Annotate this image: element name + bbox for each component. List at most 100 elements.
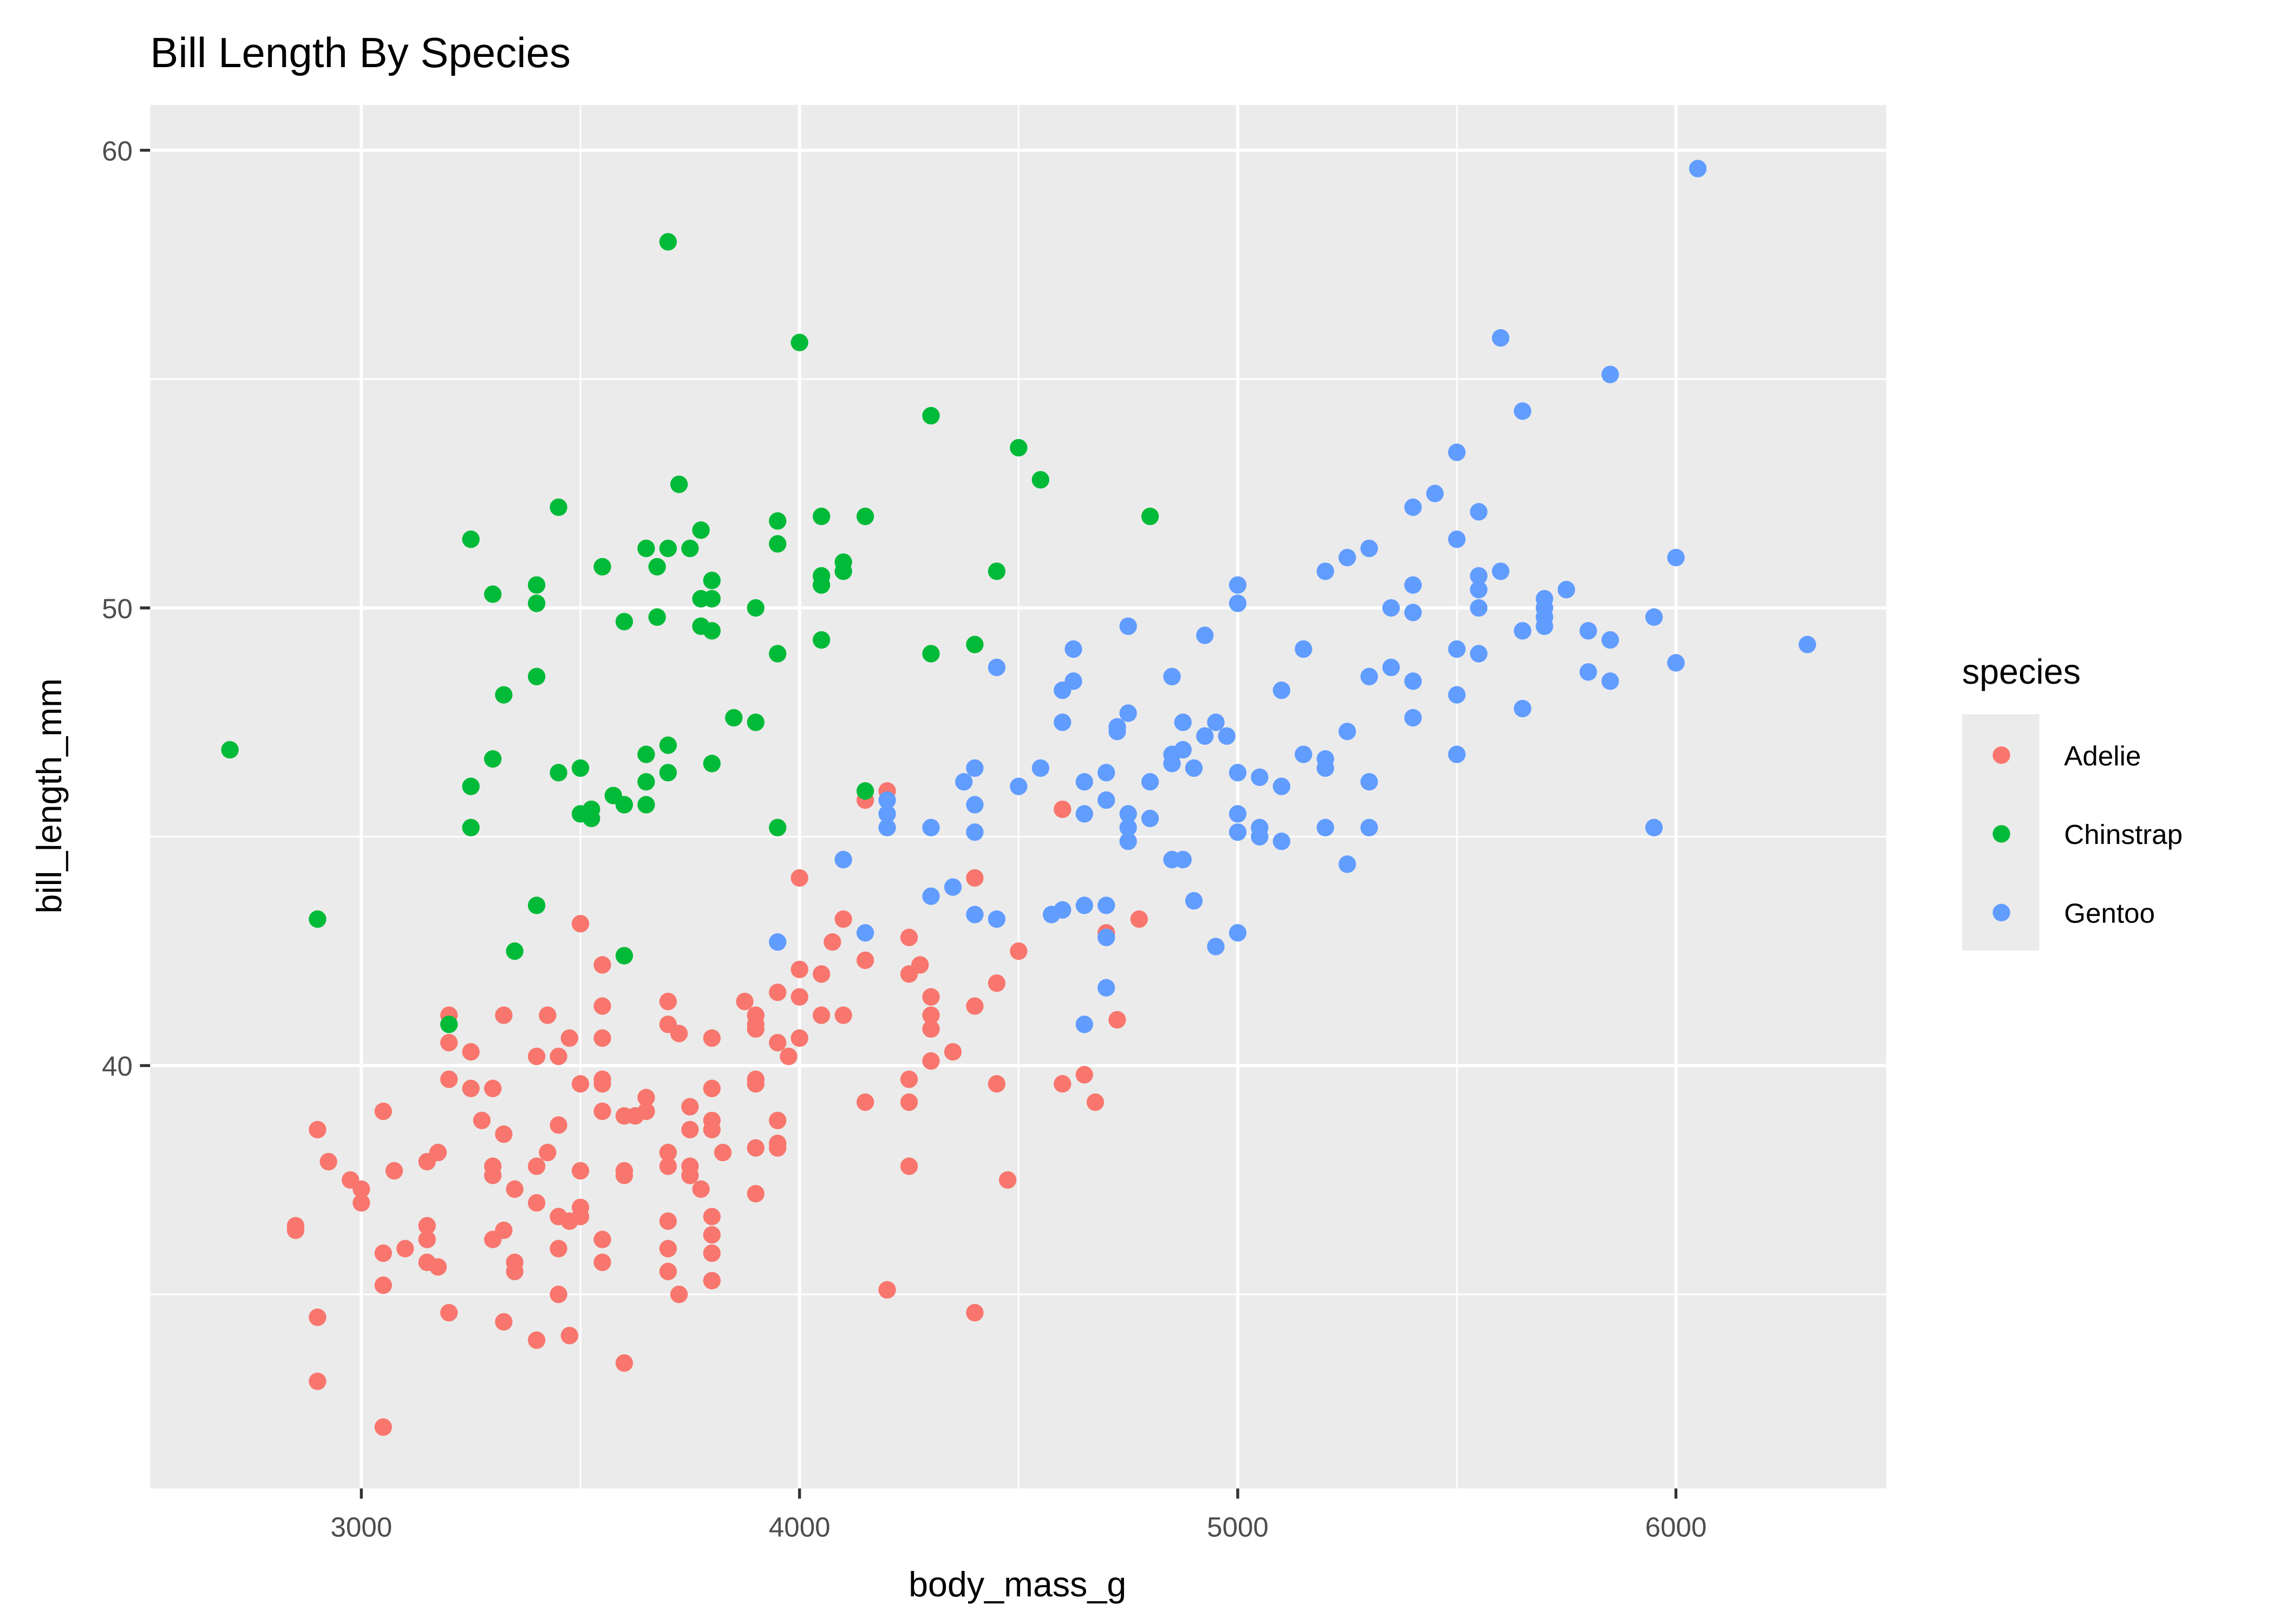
point-chinstrap (692, 521, 710, 539)
point-adelie (352, 1194, 370, 1212)
point-chinstrap (462, 531, 480, 548)
point-chinstrap (637, 773, 655, 791)
point-gentoo (1272, 682, 1291, 699)
point-adelie (747, 1184, 764, 1203)
point-chinstrap (484, 585, 502, 603)
point-adelie (790, 869, 808, 887)
point-adelie (681, 1098, 699, 1116)
point-adelie (966, 997, 984, 1015)
legend-label-adelie: Adelie (2064, 741, 2141, 771)
point-adelie (692, 1180, 710, 1198)
point-adelie (703, 1272, 721, 1289)
point-adelie (593, 956, 611, 974)
point-gentoo (1218, 727, 1236, 745)
point-chinstrap (747, 599, 764, 617)
point-gentoo (988, 658, 1006, 677)
point-chinstrap (834, 562, 852, 580)
legend-key-adelie (1992, 746, 2010, 764)
point-chinstrap (462, 818, 480, 836)
point-adelie (1086, 1093, 1105, 1111)
point-adelie (527, 1047, 546, 1065)
point-adelie (813, 1006, 831, 1024)
point-gentoo (1316, 562, 1335, 580)
point-adelie (418, 1217, 436, 1235)
point-adelie (440, 1033, 458, 1052)
point-gentoo (1295, 640, 1312, 658)
point-adelie (418, 1230, 436, 1248)
point-chinstrap (648, 558, 666, 576)
point-gentoo (1054, 713, 1071, 731)
point-adelie (878, 1281, 896, 1299)
point-gentoo (1229, 823, 1247, 841)
point-adelie (593, 1253, 611, 1272)
point-adelie (1054, 1075, 1071, 1093)
point-gentoo (1064, 640, 1082, 658)
point-gentoo (1229, 764, 1247, 782)
point-gentoo (1645, 818, 1663, 836)
point-adelie (506, 1262, 524, 1280)
point-chinstrap (966, 636, 984, 653)
point-adelie (790, 988, 808, 1006)
point-gentoo (1448, 640, 1466, 658)
point-gentoo (1196, 727, 1214, 745)
x-tick-label: 6000 (1645, 1511, 1707, 1542)
point-gentoo (1075, 805, 1093, 823)
point-adelie (352, 1180, 370, 1198)
point-adelie (593, 1075, 611, 1093)
point-chinstrap (922, 407, 940, 425)
point-gentoo (1579, 663, 1597, 681)
point-adelie (462, 1079, 480, 1097)
point-gentoo (1229, 805, 1247, 823)
point-adelie (900, 1093, 918, 1111)
point-chinstrap (659, 736, 677, 754)
x-tick-label: 3000 (331, 1511, 393, 1542)
point-gentoo (1601, 365, 1619, 383)
point-chinstrap (659, 764, 677, 782)
point-gentoo (1316, 759, 1335, 777)
point-gentoo (1338, 548, 1356, 567)
point-gentoo (1207, 938, 1225, 955)
point-gentoo (1470, 645, 1488, 663)
point-gentoo (944, 878, 962, 896)
point-gentoo (878, 818, 896, 836)
point-gentoo (1470, 567, 1488, 585)
point-gentoo (1251, 768, 1269, 786)
point-gentoo (1097, 896, 1115, 914)
point-adelie (615, 1354, 633, 1372)
point-adelie (1130, 910, 1148, 928)
point-adelie (670, 1025, 688, 1043)
point-gentoo (1075, 1016, 1093, 1033)
point-adelie (911, 956, 929, 974)
point-gentoo (1360, 818, 1378, 836)
point-adelie (440, 1304, 458, 1322)
point-adelie (309, 1372, 326, 1390)
point-chinstrap (703, 622, 721, 640)
point-adelie (560, 1327, 578, 1345)
point-gentoo (1448, 745, 1466, 763)
point-gentoo (1229, 924, 1247, 942)
point-chinstrap (856, 507, 874, 526)
point-gentoo (1338, 723, 1356, 741)
point-chinstrap (747, 713, 764, 731)
point-adelie (703, 1029, 721, 1047)
point-adelie (550, 1047, 567, 1065)
point-adelie (769, 1139, 787, 1157)
point-adelie (571, 1075, 590, 1093)
point-chinstrap (615, 796, 633, 814)
point-adelie (922, 1006, 940, 1024)
point-adelie (385, 1162, 403, 1180)
point-chinstrap (790, 333, 808, 351)
point-gentoo (1207, 713, 1225, 731)
point-adelie (790, 960, 808, 979)
point-adelie (1108, 1011, 1126, 1029)
point-adelie (637, 1089, 655, 1106)
legend-title: species (1962, 652, 2081, 691)
point-gentoo (966, 823, 984, 841)
point-adelie (462, 1043, 480, 1061)
point-gentoo (1404, 576, 1422, 594)
point-adelie (659, 1212, 677, 1230)
point-adelie (396, 1240, 414, 1258)
point-adelie (856, 1093, 874, 1111)
point-adelie (1075, 1066, 1093, 1084)
point-adelie (780, 1047, 798, 1065)
